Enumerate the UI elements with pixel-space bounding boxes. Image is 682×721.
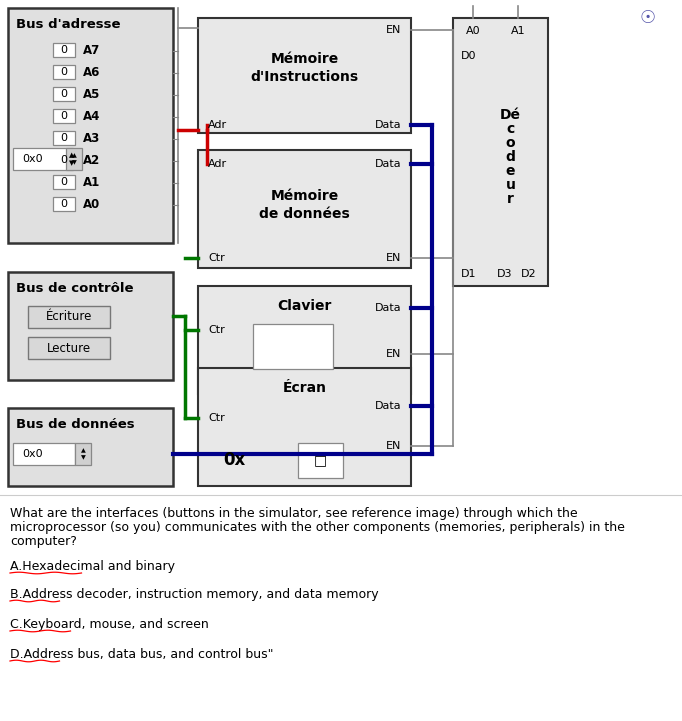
Text: 0: 0: [61, 155, 68, 165]
Bar: [13, 148, 73, 170]
Text: ▲: ▲: [80, 448, 85, 454]
Text: ☉: ☉: [640, 9, 656, 27]
Text: 0x0: 0x0: [23, 154, 44, 164]
Text: EN: EN: [385, 349, 401, 359]
Text: A2: A2: [83, 154, 100, 167]
Bar: [53, 175, 75, 189]
Text: D0: D0: [461, 51, 477, 61]
Text: D1: D1: [461, 269, 477, 279]
Text: Bus de données: Bus de données: [16, 417, 134, 430]
Text: EN: EN: [385, 25, 401, 35]
Text: ▼: ▼: [70, 160, 75, 166]
Bar: [66, 148, 82, 170]
Text: A0: A0: [83, 198, 100, 211]
Text: Mémoire
de données: Mémoire de données: [259, 189, 350, 221]
Text: Data: Data: [374, 120, 401, 130]
Text: Ctr: Ctr: [208, 413, 225, 423]
Bar: [53, 131, 75, 145]
Text: A5: A5: [83, 87, 100, 100]
Text: ▼: ▼: [72, 161, 76, 166]
Text: Ctr: Ctr: [208, 325, 225, 335]
Text: Data: Data: [374, 401, 401, 411]
Text: Data: Data: [374, 303, 401, 313]
Text: D3: D3: [497, 269, 513, 279]
Text: D2: D2: [521, 269, 537, 279]
Text: A6: A6: [83, 66, 100, 79]
Text: D.Address bus, data bus, and control bus": D.Address bus, data bus, and control bus…: [10, 648, 273, 661]
Bar: [298, 443, 343, 478]
Bar: [53, 87, 75, 101]
Text: A1: A1: [511, 26, 525, 36]
Bar: [13, 443, 75, 465]
Text: Écran: Écran: [282, 381, 327, 395]
Text: Lecture: Lecture: [47, 342, 91, 355]
Bar: [53, 109, 75, 123]
Text: Bus d'adresse: Bus d'adresse: [16, 17, 121, 30]
Text: Ctr: Ctr: [208, 253, 225, 263]
Text: Bus de contrôle: Bus de contrôle: [16, 281, 134, 294]
Text: B.Address decoder, instruction memory, and data memory: B.Address decoder, instruction memory, a…: [10, 588, 379, 601]
Bar: [8, 8, 173, 243]
Text: ▲: ▲: [70, 152, 75, 158]
Text: 0x0: 0x0: [23, 449, 44, 459]
Text: microprocessor (so you) communicates with the other components (memories, periph: microprocessor (so you) communicates wit…: [10, 521, 625, 534]
Bar: [53, 197, 75, 211]
Bar: [28, 306, 110, 328]
Bar: [198, 18, 411, 133]
Text: 0: 0: [61, 67, 68, 77]
Text: A0: A0: [466, 26, 480, 36]
Bar: [198, 368, 411, 486]
Text: Adr: Adr: [208, 120, 227, 130]
Text: Data: Data: [374, 159, 401, 169]
Text: EN: EN: [385, 253, 401, 263]
Bar: [8, 408, 173, 486]
Text: 0: 0: [61, 177, 68, 187]
Text: ▼: ▼: [80, 456, 85, 461]
Text: C.Keyboard, mouse, and screen: C.Keyboard, mouse, and screen: [10, 618, 209, 631]
Bar: [253, 324, 333, 369]
Text: ▲: ▲: [72, 154, 76, 159]
Bar: [453, 18, 548, 286]
Text: Écriture: Écriture: [46, 311, 92, 324]
Bar: [8, 272, 173, 380]
Text: computer?: computer?: [10, 535, 77, 548]
Text: A3: A3: [83, 131, 100, 144]
Text: 0: 0: [61, 111, 68, 121]
Text: A1: A1: [83, 175, 100, 188]
Text: Adr: Adr: [208, 159, 227, 169]
Text: 0: 0: [61, 89, 68, 99]
Text: 0: 0: [61, 133, 68, 143]
Text: A4: A4: [83, 110, 100, 123]
Text: 0: 0: [61, 45, 68, 55]
Bar: [53, 65, 75, 79]
Bar: [198, 150, 411, 268]
Text: 0: 0: [61, 199, 68, 209]
Bar: [75, 443, 91, 465]
Bar: [53, 153, 75, 167]
Text: Dé
c
o
d
e
u
r: Dé c o d e u r: [500, 108, 521, 206]
Text: What are the interfaces (buttons in the simulator, see reference image) through : What are the interfaces (buttons in the …: [10, 507, 578, 520]
Text: 0x: 0x: [223, 451, 246, 469]
Text: A.Hexadecimal and binary: A.Hexadecimal and binary: [10, 560, 175, 573]
Bar: [198, 286, 411, 394]
Text: Clavier: Clavier: [278, 299, 331, 313]
Bar: [53, 43, 75, 57]
Text: Mémoire
d'Instructions: Mémoire d'Instructions: [250, 52, 359, 84]
Text: EN: EN: [385, 441, 401, 451]
Text: A7: A7: [83, 43, 100, 56]
Text: □: □: [314, 453, 327, 467]
Bar: [28, 337, 110, 359]
